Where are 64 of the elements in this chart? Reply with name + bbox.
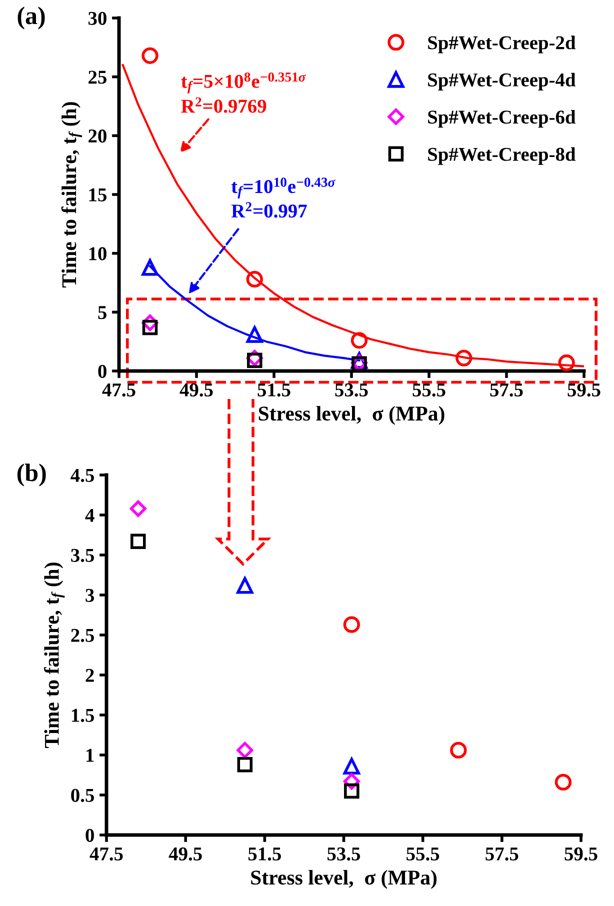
x-tick-label: 51.5 [248, 847, 281, 861]
x-tick-label: 55.5 [412, 384, 446, 397]
x-tick-label: 57.5 [486, 848, 518, 861]
y-tick-label: 10 [89, 247, 106, 260]
x-tick-label: 49.5 [180, 383, 213, 397]
x-tick-label: 53.5 [328, 847, 360, 861]
point [350, 332, 368, 349]
point [246, 326, 263, 343]
x-tick-label: 57.5 [490, 384, 523, 397]
y-tick-label: 25 [88, 70, 106, 84]
point [343, 758, 360, 775]
x-tick-label: 53.5 [335, 383, 368, 397]
point [130, 500, 146, 517]
y-tick-label: 3.5 [71, 548, 94, 562]
y-tick-label: 4 [85, 508, 94, 522]
legend-label: Sp#Wet-Creep-8d [428, 147, 576, 165]
text: (b) [17, 464, 46, 486]
annotation: R$^{2}$=0.997 [231, 202, 307, 218]
y-tick-label: 2.5 [71, 628, 94, 642]
x-tick-label: 55.5 [406, 848, 440, 861]
x-tick-label: 47.5 [90, 848, 123, 861]
y-tick-label: 1.5 [72, 708, 94, 722]
y-tick-label: 4.5 [70, 468, 94, 482]
legend-label: Sp#Wet-Creep-4d [428, 72, 576, 90]
point [142, 320, 158, 336]
point [450, 742, 467, 759]
point [343, 616, 360, 633]
annotation: t$_{f}$=10$^{10}$e$^{−0.43σ}$ [231, 178, 336, 199]
y-axis-title: Time to failure, t$_{f}$ (h) [44, 562, 65, 748]
x-tick-label: 59.5 [564, 847, 598, 861]
point [142, 259, 158, 276]
y-tick-label: 0 [86, 828, 94, 842]
x-axis-title: Stress level, σ (MPa) [251, 870, 437, 889]
point [237, 756, 253, 772]
y-tick-label: 30 [88, 12, 106, 25]
y-tick-label: 5 [98, 306, 106, 320]
point [246, 270, 263, 288]
point [236, 577, 254, 594]
x-axis-title: Stress level, σ (MPa) [258, 406, 444, 425]
y-tick-label: 2 [86, 668, 94, 682]
point [130, 534, 146, 550]
y-tick-label: 3 [86, 588, 94, 602]
x-tick-label: 49.5 [168, 847, 202, 861]
text: (a) [18, 6, 45, 30]
point [554, 774, 572, 791]
legend-label: Sp#Wet-Creep-6d [428, 110, 576, 128]
point [344, 783, 360, 799]
y-tick-label: 1 [86, 748, 94, 762]
y-axis-title: Time to failure, t$_{f}$ (h) [61, 102, 82, 288]
point [246, 352, 262, 368]
legend-label: Sp#Wet-Creep-2d [428, 36, 576, 54]
y-tick-label: 0 [98, 364, 106, 378]
y-tick-label: 0.5 [71, 788, 94, 802]
point [236, 742, 254, 758]
annotation: R$^{2}$=0.9769 [181, 97, 266, 113]
x-tick-label: 59.5 [568, 383, 600, 397]
x-tick-label: 51.5 [258, 383, 290, 397]
point [558, 354, 575, 372]
point [456, 350, 472, 366]
annotation: t$_{f}$=5×10$^{8}$e$^{−0.351σ}$ [181, 72, 306, 94]
y-tick-label: 20 [88, 129, 106, 143]
point [142, 47, 158, 64]
y-tick-label: 15 [89, 188, 106, 202]
x-tick-label: 47.5 [102, 384, 136, 397]
